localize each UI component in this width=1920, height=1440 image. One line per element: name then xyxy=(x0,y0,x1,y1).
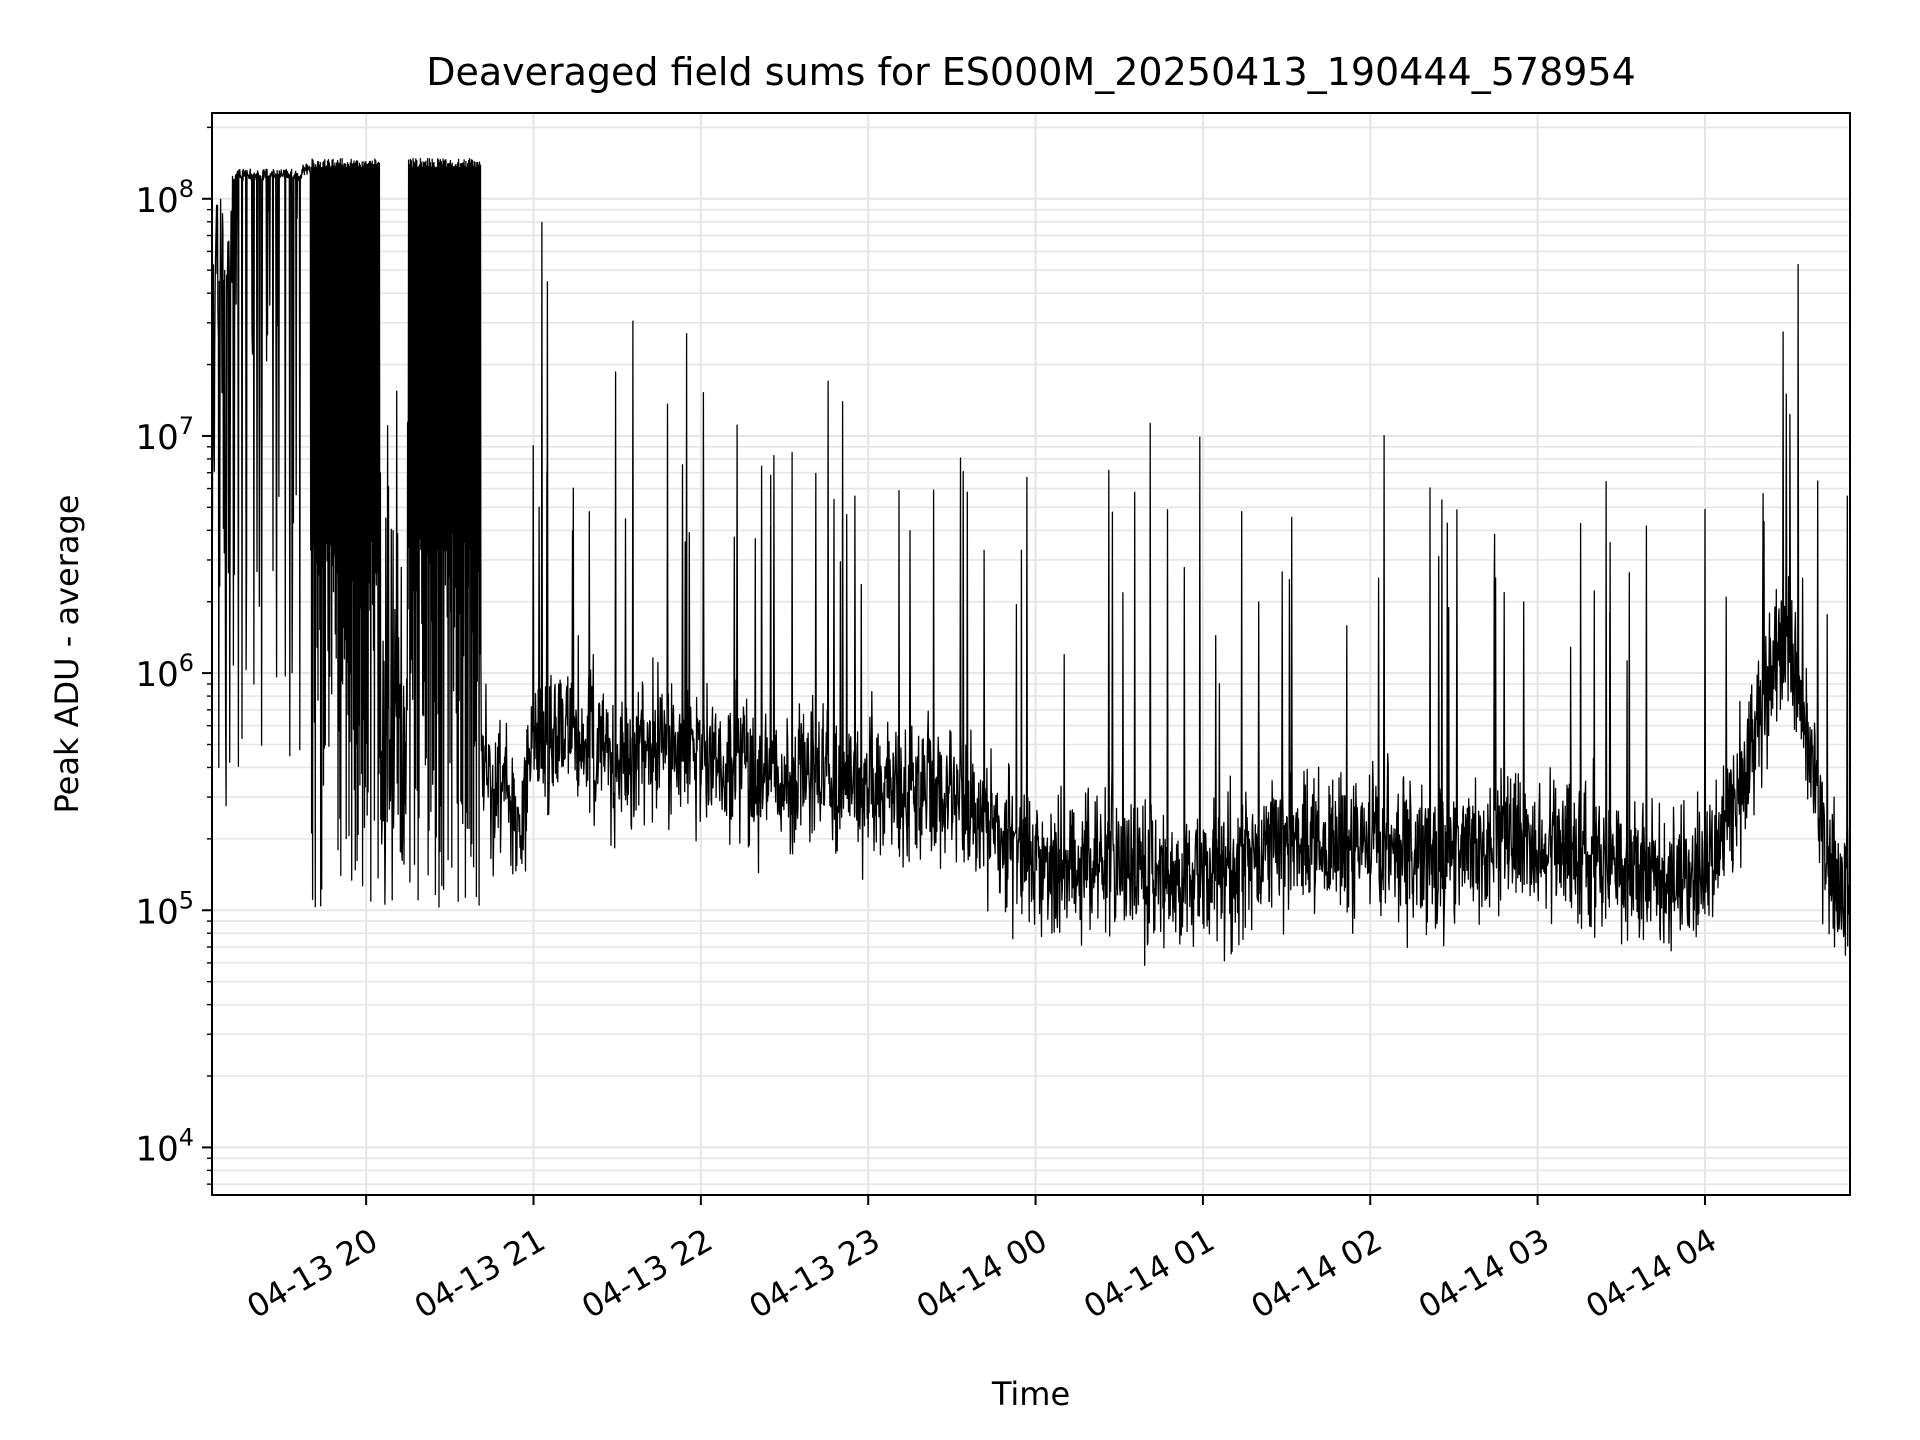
grid xyxy=(212,113,1850,1195)
y-axis-label: Peak ADU - average xyxy=(48,495,86,814)
y-tick-label: 105 xyxy=(135,886,194,932)
x-axis-label: Time xyxy=(991,1375,1070,1413)
series-line xyxy=(212,157,1850,966)
plot-frame xyxy=(211,112,1851,1196)
y-tick-label: 104 xyxy=(135,1123,194,1169)
chart-title: Deaveraged field sums for ES000M_2025041… xyxy=(426,50,1636,94)
y-tick-label: 106 xyxy=(135,649,194,695)
y-tick-label: 107 xyxy=(135,412,194,458)
data-series xyxy=(212,157,1850,966)
y-tick-label: 108 xyxy=(135,175,194,221)
